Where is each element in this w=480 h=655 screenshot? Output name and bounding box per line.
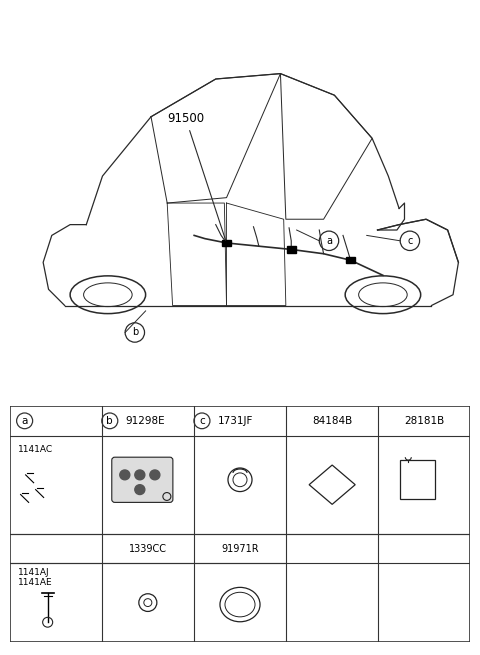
Text: b: b	[132, 328, 138, 337]
Circle shape	[120, 470, 130, 479]
Circle shape	[150, 470, 160, 479]
Text: 1141AJ: 1141AJ	[18, 569, 49, 577]
Circle shape	[135, 470, 145, 479]
Text: 1339CC: 1339CC	[129, 544, 167, 553]
Text: c: c	[407, 236, 413, 246]
Text: c: c	[199, 416, 205, 426]
Text: 28181B: 28181B	[404, 416, 444, 426]
FancyBboxPatch shape	[112, 457, 173, 502]
Text: 91971R: 91971R	[221, 544, 259, 553]
Bar	[287, 246, 296, 253]
Text: a: a	[326, 236, 332, 246]
Text: a: a	[22, 416, 28, 426]
Bar	[346, 257, 355, 263]
Text: 1141AE: 1141AE	[18, 578, 52, 587]
Bar	[222, 240, 231, 246]
Text: 84184B: 84184B	[312, 416, 352, 426]
Text: 1731JF: 1731JF	[218, 416, 253, 426]
Text: 91298E: 91298E	[126, 416, 166, 426]
Text: 1141AC: 1141AC	[18, 445, 53, 455]
Circle shape	[135, 485, 145, 495]
Text: 91500: 91500	[167, 112, 226, 240]
Text: b: b	[107, 416, 113, 426]
